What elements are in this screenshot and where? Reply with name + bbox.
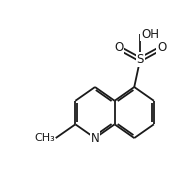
Text: OH: OH	[141, 28, 159, 41]
Text: O: O	[157, 41, 166, 54]
Text: CH₃: CH₃	[34, 133, 55, 143]
Text: N: N	[91, 132, 99, 145]
Text: S: S	[136, 53, 144, 66]
Text: O: O	[114, 41, 123, 54]
